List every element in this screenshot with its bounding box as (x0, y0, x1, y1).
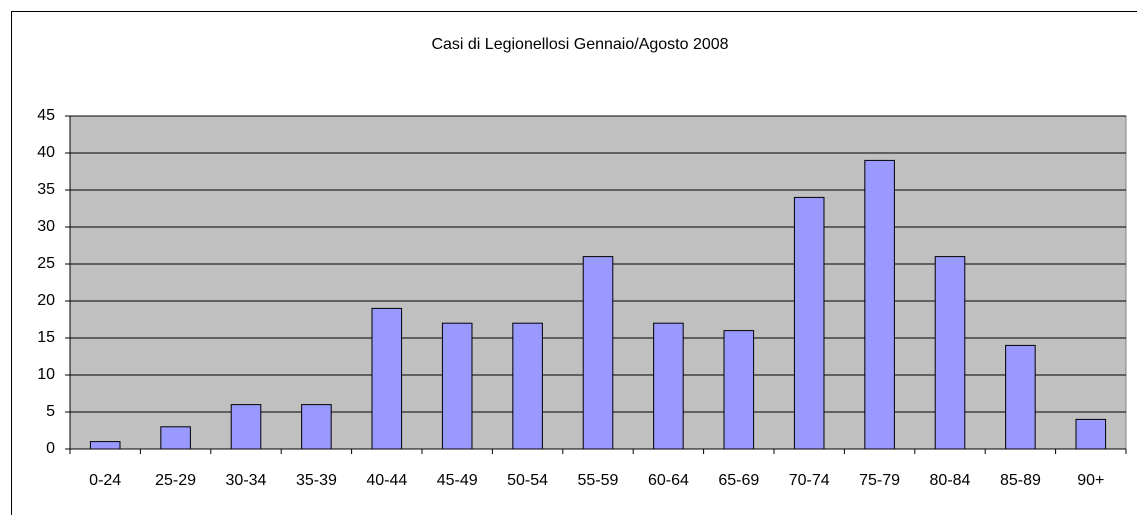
bar (653, 322, 684, 450)
y-tick-label: 30 (37, 218, 55, 235)
x-tick-label: 65-69 (718, 472, 759, 489)
y-tick-label: 40 (37, 144, 55, 161)
x-tick-label: 60-64 (648, 472, 689, 489)
x-tick-label: 85-89 (1000, 472, 1041, 489)
bar (301, 404, 332, 450)
bar (864, 159, 895, 450)
x-tick-label: 0-24 (89, 472, 121, 489)
x-tick-label: 75-79 (859, 472, 900, 489)
x-tick-label: 70-74 (789, 472, 830, 489)
bar (160, 426, 191, 450)
y-tick-label: 0 (46, 440, 55, 457)
y-tick-label: 20 (37, 292, 55, 309)
bar (723, 330, 755, 450)
bar (441, 322, 473, 450)
x-tick-label: 25-29 (155, 472, 196, 489)
bar (371, 307, 403, 450)
x-tick-label: 35-39 (296, 472, 337, 489)
y-tick-label: 35 (37, 181, 55, 198)
y-tick-label: 15 (37, 329, 55, 346)
bar (934, 256, 966, 450)
y-tick-label: 5 (46, 403, 55, 420)
x-tick-label: 90+ (1077, 472, 1104, 489)
bar (582, 256, 614, 450)
y-tick-label: 10 (37, 366, 55, 383)
bar (1075, 418, 1107, 450)
x-tick-label: 55-59 (578, 472, 619, 489)
bar (793, 196, 825, 450)
y-tick-label: 25 (37, 255, 55, 272)
x-tick-label: 40-44 (366, 472, 407, 489)
x-tick-label: 30-34 (226, 472, 267, 489)
bar (512, 322, 543, 450)
bar (230, 404, 262, 450)
bar (89, 441, 121, 450)
y-tick-label: 45 (37, 107, 55, 124)
x-tick-label: 80-84 (930, 472, 971, 489)
bar (1005, 344, 1036, 450)
x-tick-label: 50-54 (507, 472, 548, 489)
chart-title: Casi di Legionellosi Gennaio/Agosto 2008 (431, 36, 728, 53)
x-tick-label: 45-49 (437, 472, 478, 489)
